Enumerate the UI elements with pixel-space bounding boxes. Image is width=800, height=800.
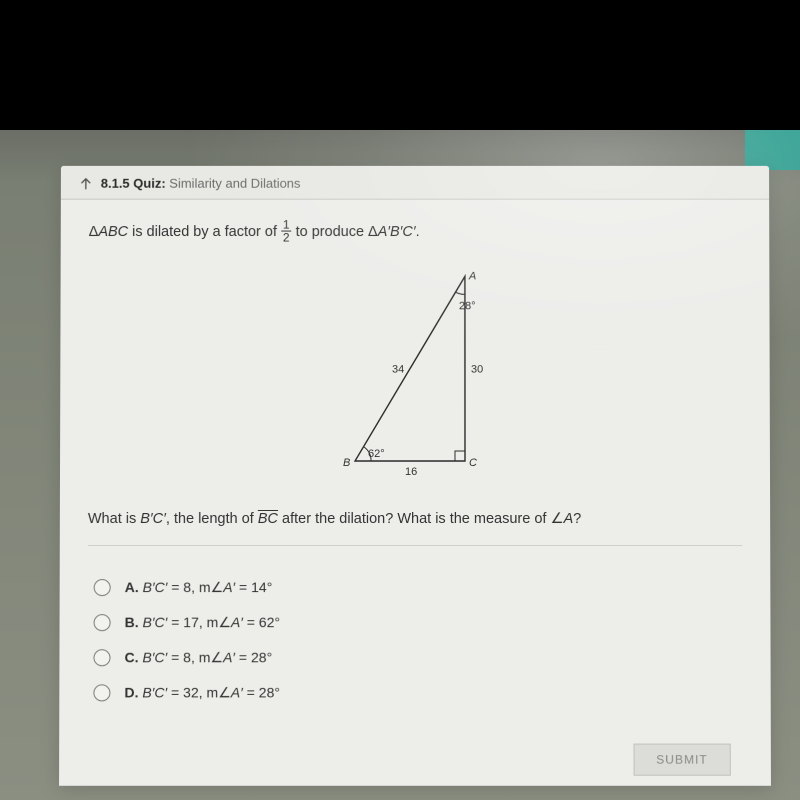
delta-symbol: Δ xyxy=(89,224,99,240)
answer-option-d[interactable]: D. B′C′ = 32, m∠A′ = 28° xyxy=(93,675,742,710)
triangle-aprime: A′B′C′ xyxy=(378,224,416,240)
divider xyxy=(88,545,742,546)
radio-icon[interactable] xyxy=(93,649,110,666)
svg-text:B: B xyxy=(343,457,350,469)
problem-suffix: . xyxy=(416,224,420,240)
submit-row: SUBMIT xyxy=(633,744,731,776)
svg-text:30: 30 xyxy=(471,364,483,376)
answer-option-c[interactable]: C. B′C′ = 8, m∠A′ = 28° xyxy=(93,640,742,675)
triangle-abc: ABC xyxy=(98,224,128,240)
quiz-title: Similarity and Dilations xyxy=(169,176,300,191)
back-icon[interactable] xyxy=(79,176,93,190)
svg-text:62°: 62° xyxy=(368,448,385,460)
answer-option-a[interactable]: A. B′C′ = 8, m∠A′ = 14° xyxy=(94,570,743,605)
svg-text:28°: 28° xyxy=(459,300,476,312)
q-part-1: What is xyxy=(88,511,140,527)
answer-text: B. B′C′ = 17, m∠A′ = 62° xyxy=(125,614,280,631)
quiz-screen: 8.1.5 Quiz: Similarity and Dilations ΔAB… xyxy=(59,166,771,786)
answer-list: A. B′C′ = 8, m∠A′ = 14° B. B′C′ = 17, m∠A… xyxy=(87,564,742,710)
fraction-denominator: 2 xyxy=(281,232,292,244)
photo-background: 8.1.5 Quiz: Similarity and Dilations ΔAB… xyxy=(0,0,800,800)
answer-option-b[interactable]: B. B′C′ = 17, m∠A′ = 62° xyxy=(94,605,743,640)
svg-text:A: A xyxy=(468,270,476,282)
answer-text: A. B′C′ = 8, m∠A′ = 14° xyxy=(125,579,273,596)
question-text: What is B′C′, the length of BC after the… xyxy=(88,499,742,533)
problem-text-2: to produce Δ xyxy=(292,224,378,240)
submit-button[interactable]: SUBMIT xyxy=(633,744,731,776)
quiz-header: 8.1.5 Quiz: Similarity and Dilations xyxy=(61,166,769,200)
radio-icon[interactable] xyxy=(94,579,111,596)
quiz-content: ΔABC is dilated by a factor of 12 to pro… xyxy=(59,200,771,786)
window-accent xyxy=(745,130,800,170)
quiz-label: Quiz: xyxy=(133,176,165,191)
answer-text: D. B′C′ = 32, m∠A′ = 28° xyxy=(124,684,280,701)
fraction: 12 xyxy=(281,219,292,244)
quiz-number: 8.1.5 xyxy=(101,176,130,191)
diagram-container: A B C 34 30 16 28° 62° xyxy=(88,258,742,499)
q-bc-prime: B′C′ xyxy=(140,511,166,527)
svg-text:34: 34 xyxy=(392,364,404,376)
svg-text:16: 16 xyxy=(405,466,417,478)
radio-icon[interactable] xyxy=(93,684,110,701)
svg-text:C: C xyxy=(469,457,477,469)
problem-statement: ΔABC is dilated by a factor of 12 to pro… xyxy=(89,220,742,245)
problem-text-1: is dilated by a factor of xyxy=(128,224,281,240)
q-part-3: after the dilation? What is the measure … xyxy=(278,511,564,527)
triangle-diagram: A B C 34 30 16 28° 62° xyxy=(300,266,530,481)
q-segment-bc: BC xyxy=(258,511,278,527)
q-part-2: , the length of xyxy=(166,511,258,527)
q-angle-a: A xyxy=(563,511,573,527)
q-part-4: ? xyxy=(573,511,581,527)
answer-text: C. B′C′ = 8, m∠A′ = 28° xyxy=(125,649,273,666)
radio-icon[interactable] xyxy=(94,614,111,631)
